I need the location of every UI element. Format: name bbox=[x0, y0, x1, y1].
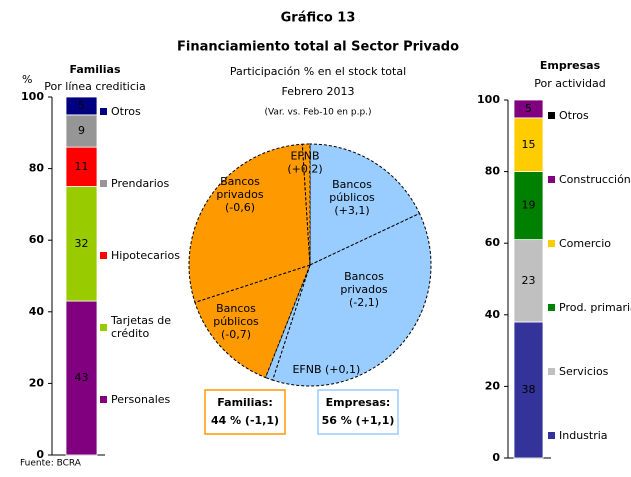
y-tick-label: 40 bbox=[29, 305, 45, 318]
bar-segment bbox=[513, 239, 544, 323]
value-label: 9 bbox=[78, 124, 85, 137]
y-tick-label: 20 bbox=[485, 379, 501, 392]
bar-segment bbox=[513, 117, 544, 173]
y-tick-label: 100 bbox=[21, 90, 44, 103]
group-name: Familias: bbox=[217, 396, 272, 409]
panel-title: Familias bbox=[69, 63, 120, 76]
title: Gráfico 13 bbox=[281, 11, 356, 26]
y-tick-label: 20 bbox=[29, 376, 45, 389]
bar-segment bbox=[65, 186, 98, 302]
value-label: 11 bbox=[75, 160, 89, 173]
bar-segment bbox=[513, 171, 544, 241]
slice-change: (+0,2) bbox=[287, 163, 322, 176]
pie-slice bbox=[188, 143, 311, 304]
slice-label: Bancos privados bbox=[216, 175, 264, 201]
bar-segment bbox=[65, 146, 98, 187]
y-tick-label: 60 bbox=[29, 233, 45, 246]
value-label: 38 bbox=[522, 383, 536, 396]
legend-swatch bbox=[100, 324, 107, 331]
slice-change: (+0,1) bbox=[325, 363, 360, 376]
y-tick-label: 80 bbox=[485, 165, 501, 178]
slice-change: (+3,1) bbox=[334, 204, 369, 217]
value-label: 5 bbox=[525, 102, 532, 115]
slice-change: (-0,6) bbox=[225, 201, 255, 214]
legend-swatch bbox=[100, 180, 107, 187]
legend-label: Prod. primaria bbox=[559, 301, 631, 314]
legend-label: Comercio bbox=[559, 237, 611, 250]
panel-subtitle: Por línea crediticia bbox=[44, 80, 145, 93]
pie-subtitle: Febrero 2013 bbox=[281, 85, 354, 98]
value-label: 23 bbox=[522, 274, 536, 287]
legend-swatch bbox=[548, 240, 555, 247]
legend-swatch bbox=[548, 432, 555, 439]
pie-slice bbox=[309, 143, 421, 266]
slice-label: Bancos públicos bbox=[329, 178, 375, 204]
legend-swatch bbox=[548, 112, 555, 119]
y-label: % bbox=[22, 73, 32, 86]
panel-title: Empresas bbox=[540, 59, 601, 72]
legend-swatch bbox=[100, 396, 107, 403]
pie-slice bbox=[271, 212, 432, 387]
slice-label: EFNB bbox=[290, 150, 319, 163]
value-label: 32 bbox=[75, 237, 89, 250]
y-tick-label: 60 bbox=[485, 236, 501, 249]
group-summary: 44 % (-1,1) bbox=[211, 414, 279, 427]
slice-label: Bancos públicos bbox=[213, 302, 259, 328]
y-tick-label: 40 bbox=[485, 308, 501, 321]
pie-note: (Var. vs. Feb-10 en p.p.) bbox=[264, 108, 371, 118]
group-box bbox=[317, 389, 399, 435]
legend-swatch bbox=[548, 368, 555, 375]
group-box bbox=[204, 389, 286, 435]
y-tick-label: 80 bbox=[29, 162, 45, 175]
legend-swatch bbox=[100, 252, 107, 259]
value-label: 43 bbox=[75, 371, 89, 384]
value-label: 5 bbox=[78, 99, 85, 112]
y-tick-label: 0 bbox=[36, 448, 44, 461]
legend-swatch bbox=[548, 176, 555, 183]
y-tick-label: 100 bbox=[477, 93, 500, 106]
legend-label: Hipotecarios bbox=[111, 249, 180, 262]
legend-label: Otros bbox=[111, 105, 141, 118]
legend-label: Personales bbox=[111, 393, 171, 406]
bar-segment bbox=[513, 99, 544, 119]
slice-label: Bancos privados bbox=[340, 270, 388, 296]
legend-swatch bbox=[100, 108, 107, 115]
pie-slice bbox=[301, 143, 311, 266]
subtitle: Financiamiento total al Sector Privado bbox=[177, 40, 459, 55]
legend-label: Prendarios bbox=[111, 177, 169, 190]
group-name: Empresas: bbox=[326, 396, 391, 409]
legend-label: Tarjetas de crédito bbox=[110, 314, 171, 340]
legend-swatch bbox=[548, 304, 555, 311]
panel-subtitle: Por actividad bbox=[534, 77, 605, 90]
value-label: 15 bbox=[522, 138, 536, 151]
slice-change: (-2,1) bbox=[349, 296, 379, 309]
value-label: 19 bbox=[522, 199, 536, 212]
legend-label: Industria bbox=[559, 429, 608, 442]
group-summary: 56 % (+1,1) bbox=[322, 414, 395, 427]
legend-label: Otros bbox=[559, 109, 589, 122]
legend-label: Construcción bbox=[559, 173, 631, 186]
source: Fuente: BCRA bbox=[20, 459, 82, 469]
bar-segment bbox=[65, 300, 98, 456]
legend-label: Servicios bbox=[559, 365, 609, 378]
y-tick-label: 0 bbox=[492, 451, 500, 464]
slice-label: EFNB bbox=[292, 363, 321, 376]
slice-change: (-0,7) bbox=[221, 328, 251, 341]
pie-title: Participación % en el stock total bbox=[230, 65, 406, 78]
bar-segment bbox=[65, 96, 98, 116]
